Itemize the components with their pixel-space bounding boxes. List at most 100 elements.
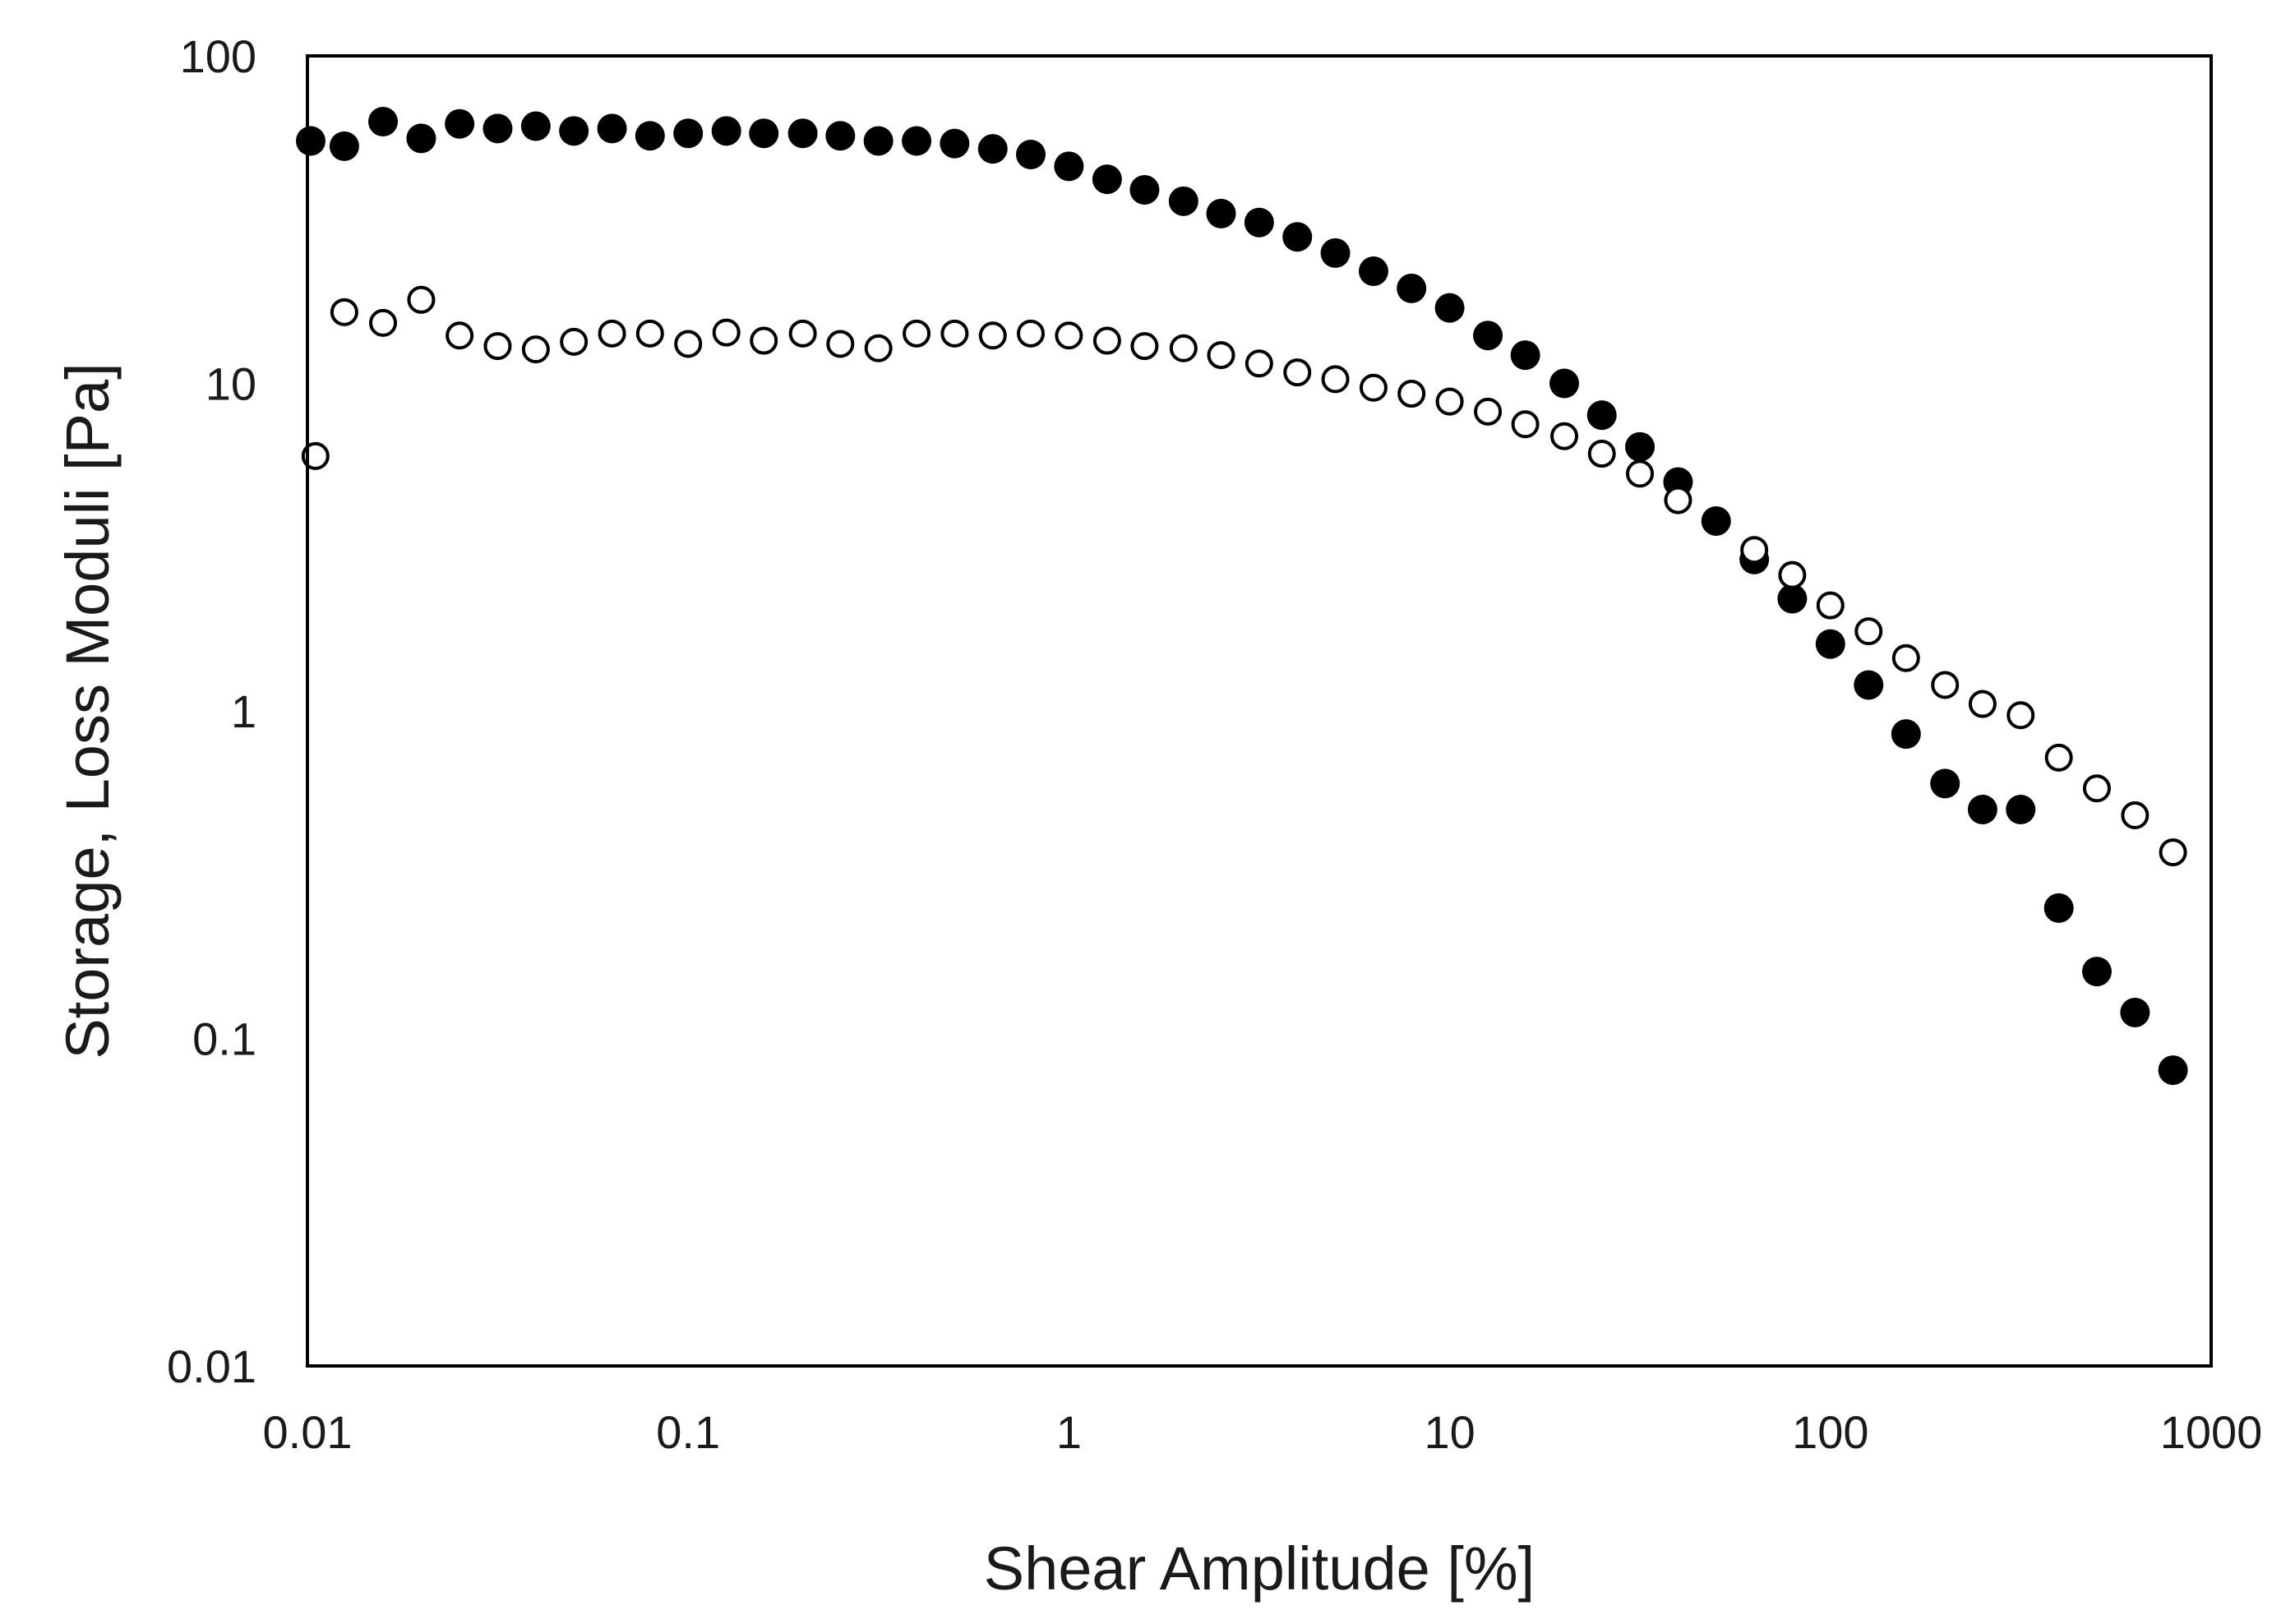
loss-modulus-point	[1283, 358, 1312, 387]
storage-modulus-point	[1244, 207, 1274, 238]
loss-modulus-point	[1207, 341, 1235, 370]
storage-modulus-point	[1206, 198, 1236, 228]
storage-modulus-point	[940, 128, 970, 159]
storage-modulus-point	[2120, 997, 2150, 1027]
y-tick-label: 0.1	[192, 1013, 256, 1065]
x-tick-label: 0.1	[656, 1406, 720, 1458]
storage-modulus-point	[295, 126, 326, 156]
storage-modulus-point	[902, 126, 932, 156]
storage-modulus-point	[1510, 340, 1540, 371]
storage-modulus-point	[445, 108, 475, 139]
loss-modulus-point	[1931, 671, 1960, 699]
loss-modulus-point	[940, 319, 969, 348]
storage-modulus-point	[1397, 273, 1427, 303]
storage-modulus-point	[597, 113, 627, 144]
loss-modulus-point	[407, 285, 436, 314]
storage-modulus-point	[749, 118, 779, 149]
loss-modulus-point	[1244, 349, 1273, 378]
storage-modulus-point	[1777, 584, 1808, 614]
loss-modulus-point	[1587, 440, 1616, 468]
storage-modulus-point	[2043, 893, 2074, 923]
y-tick-label: 10	[205, 358, 256, 410]
axes: 0.01 0.1 1 10 100 1000 0.01 0.1 1 10 100	[167, 30, 2262, 1458]
loss-modulus-point	[1435, 387, 1464, 416]
storage-modulus-point	[2006, 794, 2036, 824]
loss-modulus-point	[1055, 321, 1083, 350]
loss-modulus-point	[1130, 332, 1159, 361]
storage-modulus-point	[559, 116, 589, 146]
storage-modulus-point	[520, 111, 551, 141]
loss-modulus-point	[1169, 334, 1198, 362]
storage-modulus-point	[1549, 368, 1580, 399]
loss-modulus-point	[1016, 319, 1045, 348]
loss-modulus-point	[446, 321, 474, 350]
storage-modulus-point	[1625, 431, 1655, 462]
loss-modulus-point	[750, 326, 778, 355]
series-storage-modulus	[295, 106, 2188, 1086]
x-tick-label: 0.01	[263, 1406, 353, 1458]
loss-modulus-point	[1474, 397, 1503, 426]
loss-modulus-point	[978, 321, 1007, 350]
loss-modulus-point	[1092, 326, 1121, 355]
x-tick-label: 1000	[2160, 1406, 2263, 1458]
loss-modulus-point	[1397, 380, 1426, 408]
loss-modulus-point	[674, 330, 703, 358]
loss-modulus-point	[1854, 617, 1883, 646]
y-tick-label: 100	[180, 30, 256, 82]
loss-modulus-point	[560, 327, 589, 356]
series-loss-modulus	[301, 285, 2187, 867]
loss-modulus-point	[301, 441, 330, 470]
storage-modulus-point	[329, 131, 359, 161]
storage-modulus-point	[863, 126, 894, 156]
storage-modulus-point	[1092, 164, 1122, 195]
y-tick-label: 1	[231, 685, 256, 737]
loss-modulus-point	[788, 319, 817, 348]
storage-modulus-point	[368, 106, 399, 136]
loss-modulus-point	[369, 308, 398, 337]
loss-modulus-point	[1550, 422, 1579, 450]
storage-modulus-point	[1854, 670, 1884, 700]
storage-modulus-point	[787, 118, 818, 149]
loss-modulus-point	[1891, 644, 1920, 672]
storage-modulus-point	[1701, 505, 1731, 536]
loss-modulus-point	[2159, 838, 2187, 867]
loss-modulus-point	[1321, 365, 1350, 394]
loss-modulus-point	[635, 319, 664, 348]
storage-modulus-point	[406, 123, 436, 154]
storage-modulus-point	[1129, 174, 1160, 205]
loss-modulus-point	[2006, 701, 2035, 730]
loss-modulus-point	[330, 298, 358, 326]
loss-modulus-point	[1511, 410, 1540, 439]
loss-modulus-point	[2044, 743, 2073, 772]
loss-modulus-point	[598, 319, 626, 348]
loss-modulus-point	[1968, 690, 1997, 718]
storage-modulus-point	[977, 134, 1008, 164]
storage-modulus-point	[1891, 719, 1921, 750]
x-tick-label: 100	[1792, 1406, 1868, 1458]
storage-modulus-point	[1015, 139, 1046, 169]
storage-modulus-point	[825, 121, 856, 151]
loss-modulus-point	[903, 319, 931, 348]
loss-modulus-point	[1816, 591, 1845, 620]
storage-modulus-point	[1054, 151, 1084, 182]
loss-modulus-point	[826, 330, 855, 358]
storage-modulus-point	[1168, 186, 1198, 216]
loss-modulus-point	[2121, 801, 2150, 830]
storage-modulus-point	[711, 116, 741, 146]
loss-modulus-point	[1359, 373, 1388, 402]
storage-modulus-point	[1358, 256, 1388, 287]
storage-modulus-point	[1586, 400, 1617, 431]
x-axis-title: Shear Amplitude [%]	[984, 1534, 1535, 1603]
loss-modulus-point	[1778, 561, 1807, 589]
storage-modulus-point	[1320, 238, 1351, 268]
storage-modulus-point	[483, 113, 513, 144]
loss-modulus-point	[521, 335, 550, 364]
storage-modulus-point	[1815, 629, 1845, 659]
storage-modulus-point	[2081, 957, 2112, 987]
storage-modulus-point	[635, 121, 665, 151]
plot-frame	[306, 54, 2213, 1368]
loss-modulus-point	[1626, 459, 1655, 488]
storage-modulus-point	[1282, 222, 1313, 252]
